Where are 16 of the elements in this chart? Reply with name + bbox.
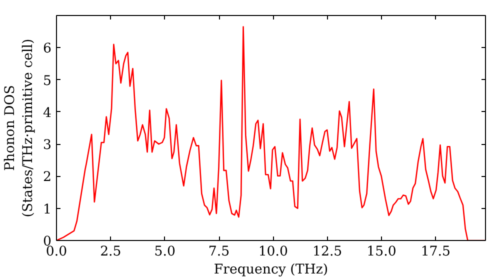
x-tick-label: 7.5 — [208, 244, 230, 260]
y-tick-label: 3 — [43, 138, 52, 154]
x-axis-title: Frequency (THz) — [214, 262, 328, 278]
y-tick-label: 5 — [43, 74, 52, 89]
y-tick-label: 1 — [43, 202, 52, 218]
y-tick-label: 2 — [43, 170, 52, 186]
x-tick-label: 5.0 — [154, 244, 176, 260]
x-tick-label: 2.5 — [100, 244, 122, 260]
x-tick-label: 10.0 — [258, 244, 288, 260]
x-tick-label: 15.0 — [366, 244, 396, 260]
y-tick-label: 4 — [43, 106, 52, 121]
y-tick-label: 6 — [43, 42, 52, 57]
x-tick-label: 17.5 — [420, 244, 451, 260]
x-tick-label: 0.0 — [46, 244, 68, 260]
y-axis-title: Phonon DOS (States/THz·primitive cell) — [3, 38, 36, 218]
x-tick-label: 12.5 — [312, 244, 342, 260]
